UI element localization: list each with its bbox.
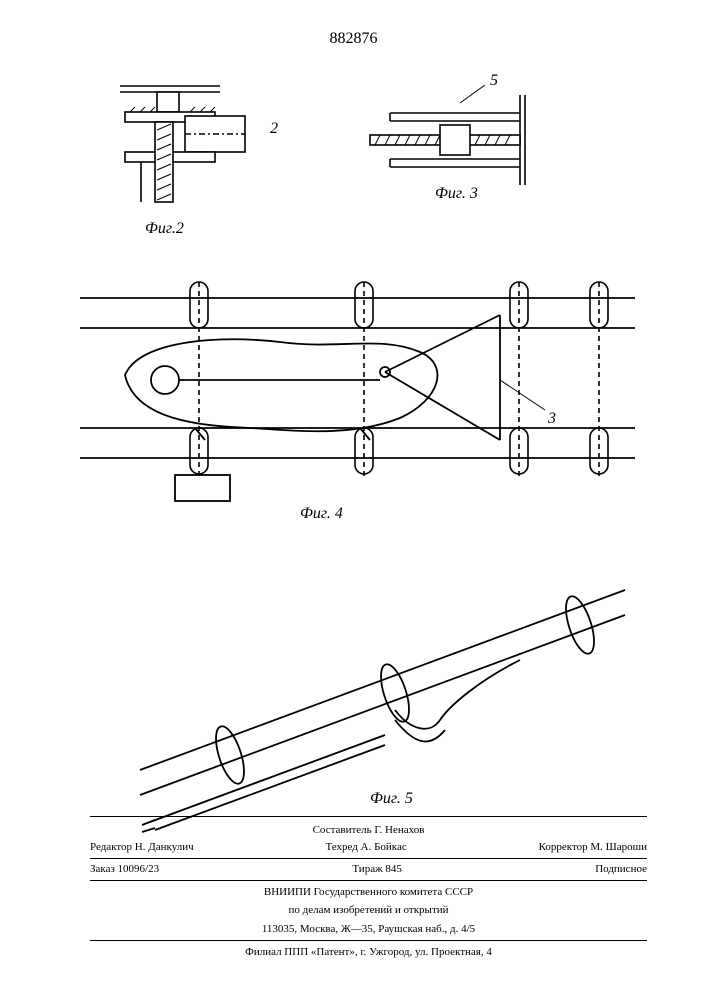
fig2-label: Фиг.2	[145, 220, 184, 238]
fig2-drawing	[115, 80, 285, 230]
page: 882876	[0, 0, 707, 1000]
footer-corrector: Корректор М. Шароши	[539, 840, 647, 855]
footer-org1: ВНИИПИ Государственного комитета СССР	[90, 885, 647, 900]
footer-compiler: Составитель Г. Ненахов	[313, 823, 425, 838]
fig2-ref-2: 2	[270, 120, 278, 138]
footer-order: Заказ 10096/23	[90, 862, 159, 877]
fig5-label: Фиг. 5	[370, 790, 413, 808]
fig4-drawing	[80, 280, 635, 510]
footer-techred: Техред А. Бойкас	[326, 840, 407, 855]
fig4-ref-3: 3	[548, 410, 556, 428]
fig3-label: Фиг. 3	[435, 185, 478, 203]
footer-addr2: Филиал ППП «Патент», г. Ужгород, ул. Про…	[90, 945, 647, 960]
footer-addr1: 113035, Москва, Ж—35, Раушская наб., д. …	[90, 922, 647, 937]
footer-org2: по делам изобретений и открытий	[90, 903, 647, 918]
footer-block: Составитель Г. Ненахов Редактор Н. Данку…	[90, 816, 647, 960]
footer-subscription: Подписное	[595, 862, 647, 877]
document-number: 882876	[330, 30, 378, 48]
footer-editor: Редактор Н. Данкулич	[90, 840, 194, 855]
fig5-drawing	[80, 570, 640, 840]
fig4-label: Фиг. 4	[300, 505, 343, 523]
fig3-ref-5: 5	[490, 72, 498, 90]
footer-circulation: Тираж 845	[352, 862, 402, 877]
